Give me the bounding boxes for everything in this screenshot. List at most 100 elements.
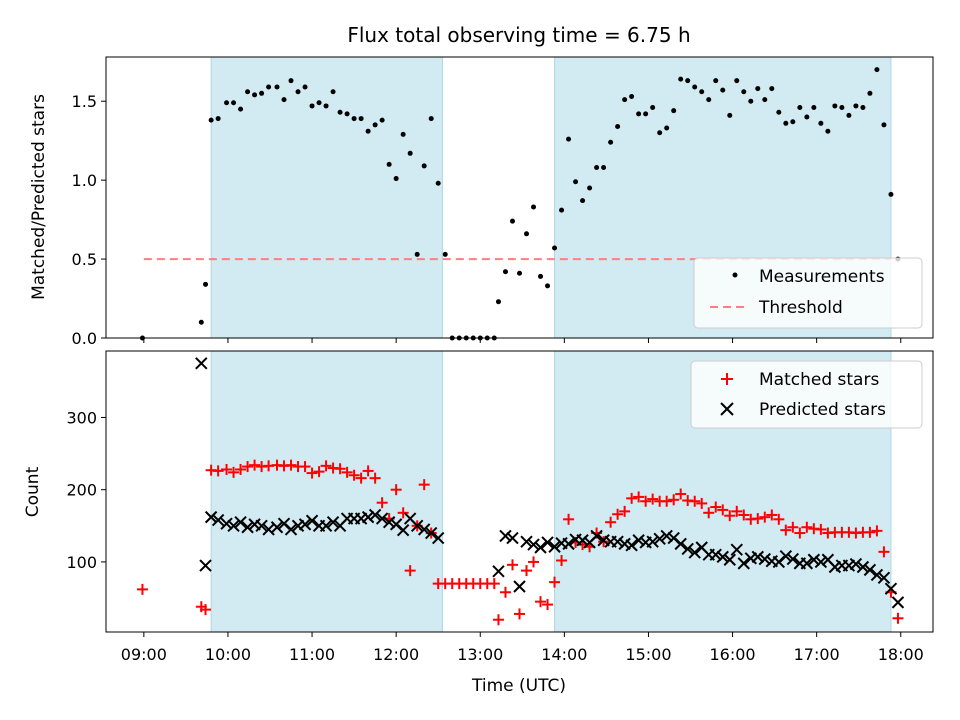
matched-star-point <box>675 488 687 500</box>
predicted-star-point <box>660 529 673 543</box>
matched-star-point <box>341 466 353 478</box>
matched-star-point <box>514 608 525 620</box>
predicted-star-point <box>716 550 729 564</box>
top-legend: Measurements Threshold <box>693 257 923 329</box>
measurement-point <box>309 103 315 109</box>
matched-star-point <box>619 505 631 517</box>
matched-star-point <box>306 467 318 479</box>
matched-star-point <box>864 526 876 538</box>
predicted-star-point <box>410 519 424 533</box>
measurement-point <box>706 97 712 103</box>
measurement-point <box>407 150 413 156</box>
measurement-point <box>295 89 301 95</box>
measurement-point <box>657 130 663 136</box>
matched-star-point <box>731 505 743 517</box>
predicted-star-point <box>891 596 905 609</box>
matched-star-point <box>369 472 381 484</box>
measurement-point <box>238 106 244 112</box>
shaded-interval-0 <box>211 351 443 632</box>
legend-matched-marker <box>721 373 733 385</box>
predicted-star-point <box>220 517 233 530</box>
x-tick-label: 09:00 <box>121 645 167 664</box>
predicted-star-point <box>632 534 645 547</box>
measurement-point <box>330 89 336 95</box>
predicted-star-point <box>204 510 218 524</box>
predicted-star-point <box>199 559 212 572</box>
predicted-star-point <box>241 521 254 534</box>
matched-star-point <box>689 495 701 507</box>
matched-star-point <box>815 523 827 535</box>
matched-star-point <box>787 521 799 533</box>
predicted-star-point <box>227 519 240 533</box>
predicted-star-point <box>492 565 505 578</box>
predicted-star-point <box>849 557 863 571</box>
y-tick-label: 1.5 <box>72 92 97 111</box>
predicted-star-point <box>211 513 225 527</box>
matched-star-point <box>528 556 540 568</box>
measurement-point <box>629 93 635 99</box>
predicted-star-point <box>646 535 659 548</box>
measurement-point <box>231 100 237 106</box>
measurement-point <box>386 161 392 167</box>
measurement-point <box>762 97 768 103</box>
matched-star-point <box>499 586 511 598</box>
predicted-star-point <box>424 526 438 540</box>
y-tick-label: 1.0 <box>72 171 97 190</box>
y-tick-label: 0.0 <box>72 329 97 348</box>
matched-star-point <box>640 495 652 507</box>
measurement-point <box>615 123 621 129</box>
measurement-point <box>888 191 894 197</box>
predicted-star-point <box>870 568 884 582</box>
matched-star-point <box>390 484 402 496</box>
predicted-star-point <box>361 510 375 524</box>
matched-star-point <box>752 513 764 525</box>
measurement-point <box>818 120 824 126</box>
measurement-point <box>545 283 551 289</box>
predicted-star-point <box>396 523 410 537</box>
predicted-star-point <box>548 540 561 553</box>
measurement-point <box>365 128 371 134</box>
measurement-point <box>351 116 357 122</box>
measurement-point <box>266 84 272 90</box>
measurement-point <box>531 204 537 210</box>
matched-star-point <box>633 491 645 503</box>
matched-star-point <box>759 511 771 523</box>
measurement-point <box>517 270 522 276</box>
matched-stars-series <box>136 459 904 626</box>
predicted-star-point <box>520 535 533 548</box>
x-tick-label: 14:00 <box>541 645 587 664</box>
chart-title: Flux total observing time = 6.75 h <box>347 23 690 47</box>
measurement-point <box>428 116 434 122</box>
predicted-star-point <box>730 543 743 556</box>
measurement-point <box>435 180 441 186</box>
predicted-star-point <box>674 537 687 551</box>
measurement-point <box>867 90 873 96</box>
matched-star-point <box>668 494 680 506</box>
matched-star-point <box>703 507 715 519</box>
measurement-point <box>281 97 287 103</box>
y-tick-label: 0.5 <box>72 250 97 269</box>
measurement-point <box>769 86 775 92</box>
shaded-interval-0 <box>211 57 443 338</box>
predicted-star-point <box>709 548 722 561</box>
measurement-point <box>790 119 796 125</box>
measurement-point <box>748 98 754 104</box>
predicted-star-point <box>562 537 575 551</box>
measurement-point <box>288 78 294 84</box>
matched-star-point <box>801 521 813 533</box>
legend-measurements-marker <box>732 272 738 278</box>
measurement-point <box>208 117 214 123</box>
bottom-x-ticks: 09:00 10:00 11:00 12:00 13:00 14:00 15:00 16:00… <box>121 632 924 664</box>
matched-star-point <box>136 583 148 595</box>
measurement-point <box>622 97 628 103</box>
measurement-point <box>509 218 515 224</box>
predicted-star-point <box>800 557 814 570</box>
top-x-ticks <box>143 338 902 343</box>
measurement-point <box>259 90 265 96</box>
measurement-point <box>502 269 508 275</box>
predicted-star-point <box>576 534 589 547</box>
measurements-series <box>139 67 901 341</box>
measurement-point <box>559 207 565 213</box>
bottom-axes-frame <box>105 350 934 633</box>
x-tick-label: 13:00 <box>457 645 503 664</box>
